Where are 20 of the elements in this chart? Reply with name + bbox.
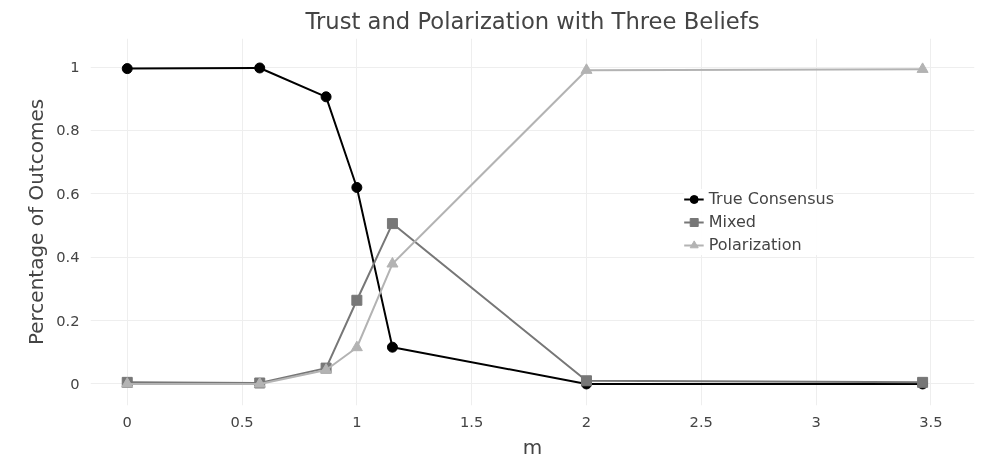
y-tick-label: 0.2 [56,311,80,329]
x-tick-label: 0 [122,412,132,430]
y-tick-label: 0.6 [56,184,80,202]
x-tick-label: 0.5 [230,412,254,430]
x-tick-label: 2.5 [689,412,713,430]
y-tick-label: 0.8 [56,121,80,139]
x-axis-title: m [522,434,543,459]
x-tick-label: 1 [352,412,362,430]
chart-title: Trust and Polarization with Three Beliefs [304,7,760,34]
legend-label: True Consensus [708,189,834,208]
x-tick-label: 1.5 [460,412,484,430]
legend-label: Mixed [708,212,756,231]
legend-label: Polarization [708,235,802,254]
x-tick-label: 3.5 [919,412,943,430]
x-tick-label: 2 [581,412,592,430]
x-tick-label: 3 [811,412,821,430]
y-tick-label: 1 [70,58,80,76]
y-tick-label: 0 [70,374,80,392]
y-tick-label: 0.4 [56,248,80,266]
y-axis-title: Percentage of Outcomes [24,98,49,346]
